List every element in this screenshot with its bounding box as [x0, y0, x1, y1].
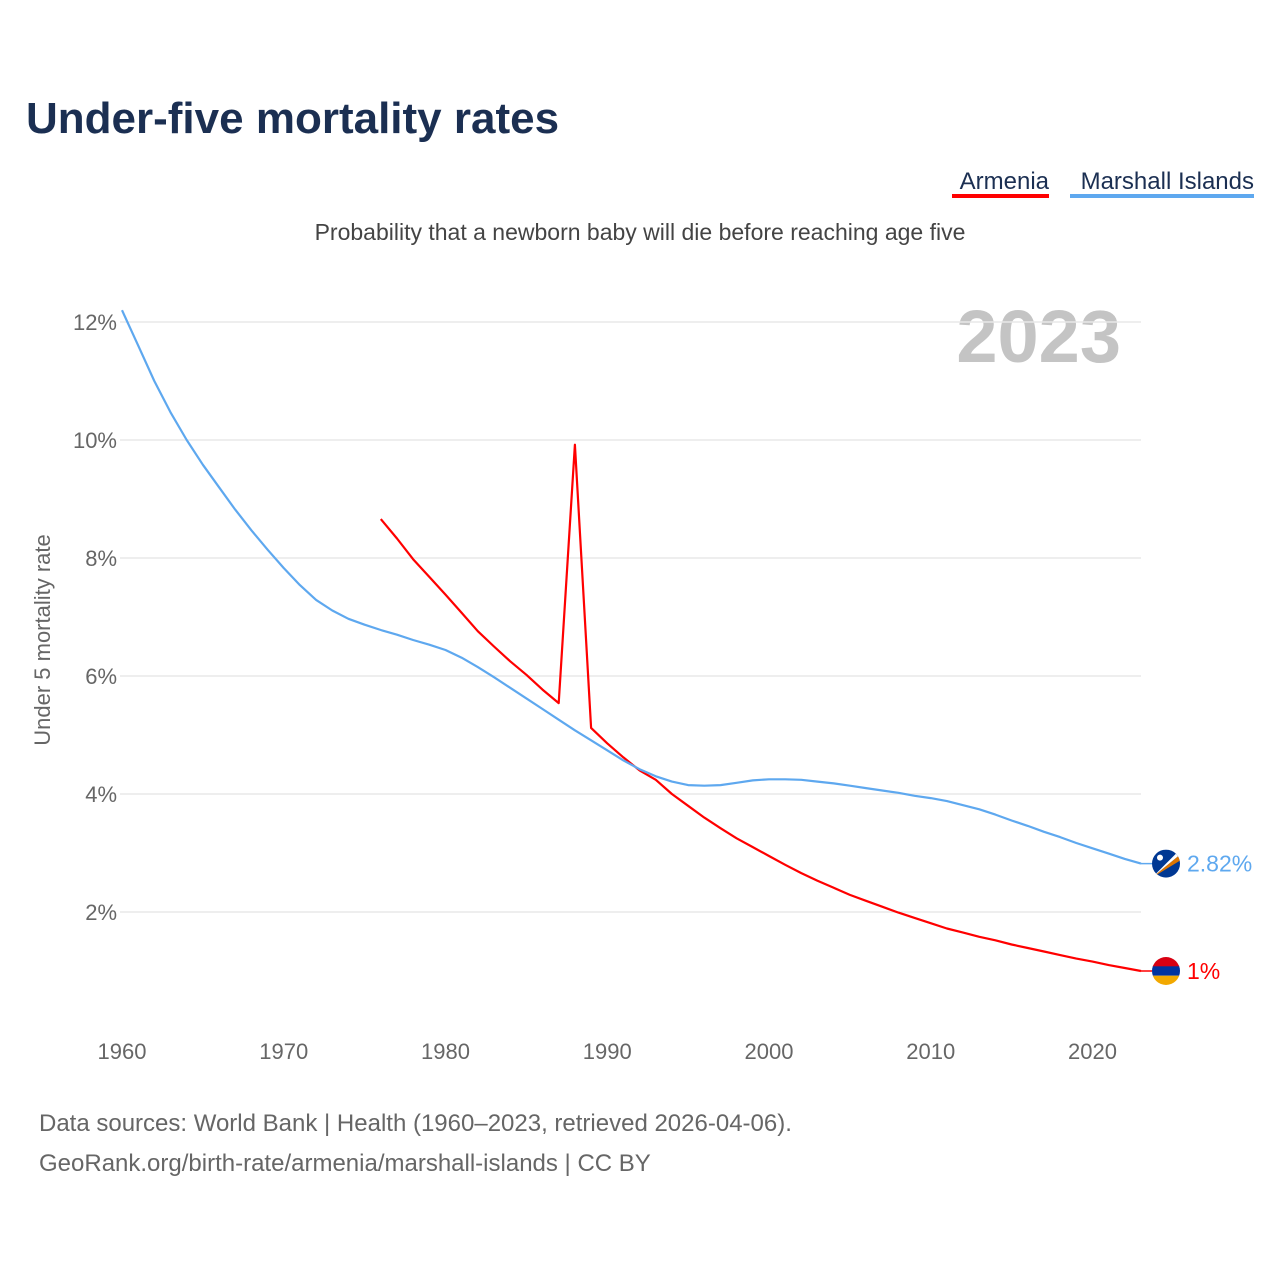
gridlines: [120, 321, 1141, 913]
x-tick-label: 1970: [259, 1039, 308, 1064]
chart-title: Under-five mortality rates: [26, 94, 559, 143]
y-tick-label: 10%: [73, 428, 117, 453]
legend-swatch-marshall-islands: [1070, 194, 1254, 198]
y-tick-label: 4%: [85, 782, 117, 807]
footer-link[interactable]: GeoRank.org/birth-rate/armenia/marshall-…: [39, 1150, 651, 1177]
end-labels: 1% 2.82%: [1141, 849, 1252, 985]
x-axis: 1960 1970 1980 1990 2000 2010 2020: [98, 1039, 1117, 1064]
year-display: 2023: [956, 295, 1121, 378]
legend-swatch-armenia: [952, 194, 1049, 198]
y-tick-label: 12%: [73, 310, 117, 335]
legend-item-armenia[interactable]: Armenia: [960, 168, 1050, 195]
y-axis-title: Under 5 mortality rate: [30, 534, 55, 746]
end-label-marshall-islands: 2.82%: [1187, 851, 1252, 877]
y-axis: 2% 4% 6% 8% 10% 12%: [73, 310, 117, 925]
series-lines: [120, 309, 1142, 973]
armenia-flag-icon: [1152, 957, 1180, 985]
legend: Armenia Marshall Islands: [952, 168, 1254, 198]
x-tick-label: 1990: [583, 1039, 632, 1064]
y-tick-label: 8%: [85, 546, 117, 571]
y-tick-label: 6%: [85, 664, 117, 689]
x-tick-label: 2000: [745, 1039, 794, 1064]
marshall-islands-flag-icon: [1152, 849, 1180, 878]
x-tick-label: 2010: [906, 1039, 955, 1064]
end-label-armenia: 1%: [1187, 958, 1220, 984]
footer-sources: Data sources: World Bank | Health (1960–…: [39, 1110, 792, 1137]
x-tick-label: 2020: [1068, 1039, 1117, 1064]
y-tick-label: 2%: [85, 900, 117, 925]
series-line-armenia: [379, 443, 1142, 973]
chart-subtitle: Probability that a newborn baby will die…: [315, 219, 966, 245]
x-tick-label: 1980: [421, 1039, 470, 1064]
series-line-marshall-islands: [120, 309, 1142, 865]
legend-item-marshall-islands[interactable]: Marshall Islands: [1081, 168, 1254, 195]
x-tick-label: 1960: [98, 1039, 147, 1064]
